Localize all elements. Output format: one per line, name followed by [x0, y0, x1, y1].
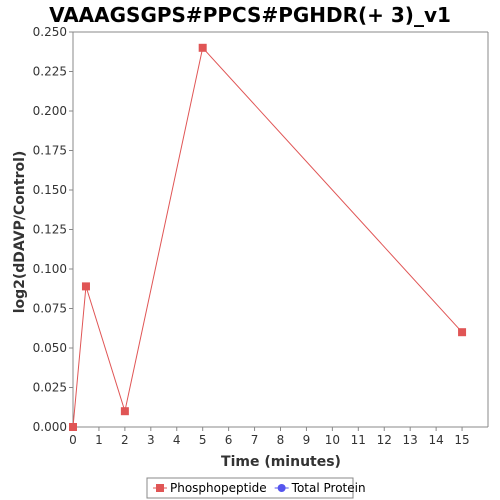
data-point	[81, 282, 90, 291]
x-tick-label: 12	[377, 433, 392, 447]
data-point	[458, 328, 467, 337]
y-tick-label: 0.100	[33, 262, 67, 276]
x-tick-label: 6	[225, 433, 233, 447]
y-tick-label: 0.175	[33, 144, 67, 158]
data-point	[120, 407, 129, 416]
x-tick-label: 15	[454, 433, 469, 447]
y-axis-label: log2(dDAVP/Control)	[12, 151, 28, 314]
x-tick-label: 8	[277, 433, 285, 447]
y-tick-label: 0.225	[33, 65, 67, 79]
x-axis-label: Time (minutes)	[221, 454, 341, 470]
y-tick-label: 0.075	[33, 302, 67, 316]
x-tick-label: 3	[147, 433, 155, 447]
y-tick-label: 0.200	[33, 104, 67, 118]
chart-title: VAAAGSGPS#PPCS#PGHDR(+ 3)_v1	[49, 3, 451, 27]
legend-box	[146, 477, 354, 499]
y-tick-label: 0.250	[33, 25, 67, 39]
legend-marker	[277, 484, 286, 492]
x-tick-label: 5	[199, 433, 207, 447]
plot-background	[73, 32, 488, 427]
y-tick-label: 0.025	[33, 381, 67, 395]
plot-area: 0.000 0.025 0.050 0.075 0.100 0.125 0.150 0.175…	[33, 25, 489, 447]
x-tick-label: 1	[95, 433, 103, 447]
x-tick-label: 13	[403, 433, 418, 447]
x-tick-label: 4	[173, 433, 181, 447]
data-point	[69, 423, 77, 431]
legend-label: Total Protein	[291, 481, 366, 495]
legend: Phosphopeptide Total Protein	[146, 477, 366, 499]
y-tick-label: 0.050	[33, 341, 67, 355]
y-tick-label: 0.125	[33, 223, 67, 237]
legend-label: Phosphopeptide	[170, 481, 267, 495]
x-tick-label: 9	[303, 433, 311, 447]
y-tick-label: 0.150	[33, 183, 67, 197]
x-tick-label: 10	[325, 433, 340, 447]
data-point	[198, 43, 207, 52]
x-tick-label: 0	[69, 433, 77, 447]
x-tick-label: 7	[251, 433, 259, 447]
x-tick-label: 11	[351, 433, 366, 447]
x-tick-label: 14	[428, 433, 443, 447]
x-tick-label: 2	[121, 433, 129, 447]
y-tick-label: 0.000	[33, 420, 67, 434]
legend-marker	[156, 484, 164, 492]
